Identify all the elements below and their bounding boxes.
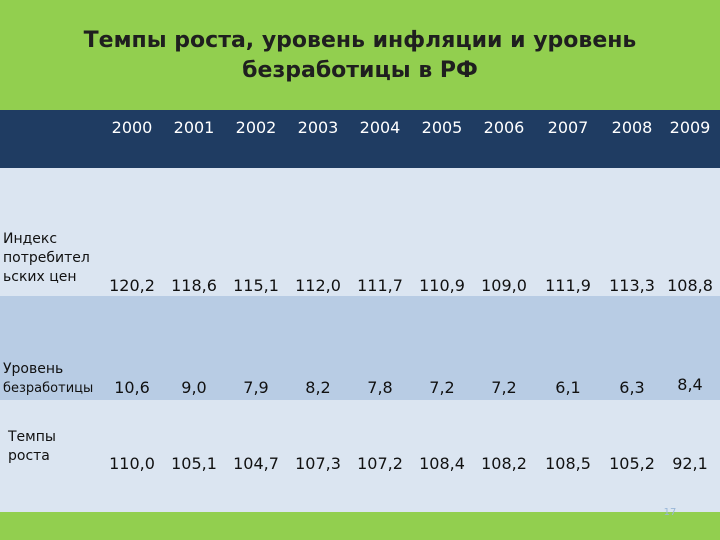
year-header: 2005	[421, 118, 463, 137]
row-label-cpi: Индекс потребител ьских цен	[3, 230, 90, 287]
table-cell: 7,9	[243, 378, 269, 397]
row-label-line: Темпы	[8, 429, 56, 445]
row-label-growth: Темпы роста	[8, 428, 56, 466]
year-header: 2002	[235, 118, 277, 137]
page-number: 17	[663, 507, 677, 518]
table-cell: 9,0	[181, 378, 207, 397]
title-line-1: Темпы роста, уровень инфляции и уровень	[83, 28, 637, 53]
row-label-line: потребител	[3, 250, 90, 266]
row-label-unemployment: Уровень безработицы	[3, 360, 93, 398]
table-cell: 107,2	[357, 454, 403, 473]
year-header: 2004	[359, 118, 401, 137]
table-cell: 110,0	[109, 454, 155, 473]
table-cell: 8,4	[677, 375, 703, 394]
table-row-band-unemployment	[0, 296, 720, 400]
table-cell: 112,0	[295, 276, 341, 295]
title-band	[0, 0, 720, 110]
slide-title: Темпы роста, уровень инфляции и уровень …	[60, 26, 660, 86]
year-header: 2007	[547, 118, 589, 137]
table-cell: 108,5	[545, 454, 591, 473]
table-cell: 7,2	[429, 378, 455, 397]
table-cell: 109,0	[481, 276, 527, 295]
year-header: 2008	[611, 118, 653, 137]
footer-band	[0, 512, 720, 540]
table-row-band-growth	[0, 400, 720, 512]
table-cell: 6,3	[619, 378, 645, 397]
table-cell: 105,2	[609, 454, 655, 473]
row-label-line: ьских цен	[3, 269, 77, 285]
row-label-line: безработицы	[3, 381, 94, 396]
table-cell: 118,6	[171, 276, 217, 295]
table-cell: 10,6	[114, 378, 150, 397]
table-cell: 7,8	[367, 378, 393, 397]
table-cell: 110,9	[419, 276, 465, 295]
table-cell: 111,9	[545, 276, 591, 295]
table-cell: 7,2	[491, 378, 517, 397]
table-cell: 113,3	[609, 276, 655, 295]
year-header: 2000	[111, 118, 153, 137]
year-header: 2009	[669, 118, 711, 137]
table-cell: 115,1	[233, 276, 279, 295]
table-cell: 105,1	[171, 454, 217, 473]
row-label-line: Уровень	[3, 361, 64, 377]
table-cell: 6,1	[555, 378, 581, 397]
row-label-line: Индекс	[3, 231, 58, 247]
year-header: 2003	[297, 118, 339, 137]
table-cell: 104,7	[233, 454, 279, 473]
table-cell: 8,2	[305, 378, 331, 397]
table-header-row	[0, 110, 720, 168]
table-cell: 108,4	[419, 454, 465, 473]
title-line-2: безработицы в РФ	[242, 58, 478, 83]
year-header: 2001	[173, 118, 215, 137]
table-cell: 108,2	[481, 454, 527, 473]
row-label-line: роста	[8, 448, 50, 464]
table-cell: 107,3	[295, 454, 341, 473]
table-cell: 111,7	[357, 276, 403, 295]
table-row-band-cpi	[0, 168, 720, 296]
table-cell: 92,1	[672, 454, 708, 473]
table-cell: 108,8	[667, 276, 713, 295]
table-cell: 120,2	[109, 276, 155, 295]
year-header: 2006	[483, 118, 525, 137]
